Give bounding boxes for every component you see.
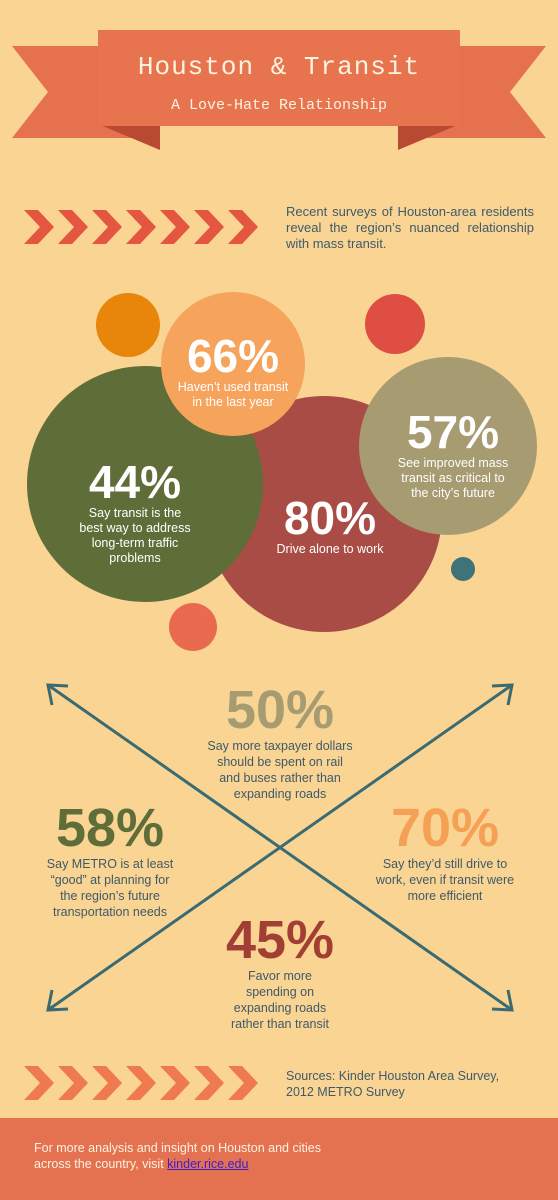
stat-70-line-1: Say they’d still drive to	[382, 857, 508, 871]
stat-70-line-3: more efficient	[407, 889, 483, 903]
ribbon-left-fold	[98, 124, 160, 150]
stat-58-value: 58%	[55, 798, 165, 858]
circle-66-label-1: Haven’t used transit	[177, 380, 289, 394]
circle-66-shape	[161, 292, 305, 436]
circle-57-label-1: See improved mass	[397, 456, 509, 470]
footer-line-2: across the country, visit kinder.rice.ed…	[34, 1156, 364, 1172]
arrow-head-top-right-icon	[491, 683, 514, 706]
teal-dot	[451, 557, 475, 581]
stat-45-line-2: spending on	[245, 985, 315, 999]
circle-57-label-3: the city’s future	[411, 486, 495, 500]
circle-44-label-1: Say transit is the	[88, 506, 182, 520]
sources-chevron-arrows-icon	[24, 1066, 258, 1100]
footer-line-2-prefix: across the country, visit	[34, 1157, 168, 1171]
stat-50-line-4: expanding roads	[233, 787, 327, 801]
stat-70: 70% Say they’d still drive to work, even…	[355, 800, 535, 904]
circles-graphic	[27, 292, 537, 651]
stat-45-value: 45%	[225, 910, 335, 970]
title-ribbon	[12, 30, 546, 150]
kinder-link[interactable]: kinder.rice.edu	[167, 1157, 249, 1171]
circle-44: 44% Say transit is the best way to addre…	[55, 458, 215, 566]
circle-57-value: 57%	[406, 406, 500, 458]
arrow-line-2	[47, 683, 513, 1012]
chevron-arrows-icon	[24, 210, 258, 244]
crossing-arrows-graphic	[46, 683, 514, 1012]
sources-text: Sources: Kinder Houston Area Survey, 201…	[286, 1068, 526, 1100]
circle-66: 66% Haven’t used transit in the last yea…	[163, 332, 303, 410]
sources-line-1: Sources: Kinder Houston Area Survey,	[286, 1069, 500, 1083]
footer-bar	[0, 1118, 558, 1200]
page-subtitle: A Love-Hate Relationship	[170, 97, 388, 114]
arrow-head-bottom-right-icon	[491, 989, 514, 1012]
red-dot	[365, 294, 425, 354]
stat-50: 50% Say more taxpayer dollars should be …	[180, 682, 380, 802]
arrow-head-bottom-left-icon	[46, 989, 69, 1012]
arrow-head-top-left-icon	[46, 683, 69, 706]
circle-44-label-4: problems	[109, 551, 161, 565]
circle-57-label-2: transit as critical to	[401, 471, 505, 485]
circle-80-value: 80%	[283, 492, 377, 544]
ribbon-center	[98, 30, 460, 126]
stat-45-line-3: expanding roads	[233, 1001, 327, 1015]
intro-text: Recent surveys of Houston-area residents…	[286, 204, 534, 251]
stat-58-line-4: transportation needs	[53, 905, 167, 919]
stat-45-line-1: Favor more	[248, 969, 312, 983]
stat-58-line-1: Say METRO is at least	[46, 857, 174, 871]
stat-50-line-2: should be spent on rail	[217, 755, 343, 769]
circle-57: 57% See improved mass transit as critica…	[378, 408, 528, 501]
page-title: Houston & Transit	[137, 52, 421, 82]
circle-44-label-2: best way to address	[79, 521, 191, 535]
circle-57-shape	[359, 357, 537, 535]
stat-45: 45% Favor more spending on expanding roa…	[195, 912, 365, 1032]
stat-58-line-3: the region’s future	[60, 889, 160, 903]
sources-line-2: 2012 METRO Survey	[286, 1085, 405, 1099]
ribbon-right-fold	[398, 124, 460, 150]
stat-70-value: 70%	[390, 798, 500, 858]
stat-50-value: 50%	[225, 680, 335, 740]
circle-44-value: 44%	[88, 456, 182, 508]
circle-66-value: 66%	[186, 330, 280, 382]
circle-44-label-3: long-term traffic	[91, 536, 179, 550]
stat-50-line-1: Say more taxpayer dollars	[207, 739, 353, 753]
footer-text: For more analysis and insight on Houston…	[34, 1140, 364, 1172]
circle-80: 80% Drive alone to work	[255, 494, 405, 557]
stat-58-line-2: “good” at planning for	[50, 873, 170, 887]
circle-66-label-2: in the last year	[192, 395, 274, 409]
stat-70-line-2: work, even if transit were	[375, 873, 515, 887]
stat-45-line-4: rather than transit	[231, 1017, 329, 1031]
circle-80-label-1: Drive alone to work	[276, 542, 384, 556]
stat-58: 58% Say METRO is at least “good” at plan…	[30, 800, 190, 920]
coral-dot	[169, 603, 217, 651]
stat-50-line-3: and buses rather than	[219, 771, 341, 785]
orange-dot	[96, 293, 160, 357]
footer-line-1: For more analysis and insight on Houston…	[34, 1141, 321, 1155]
